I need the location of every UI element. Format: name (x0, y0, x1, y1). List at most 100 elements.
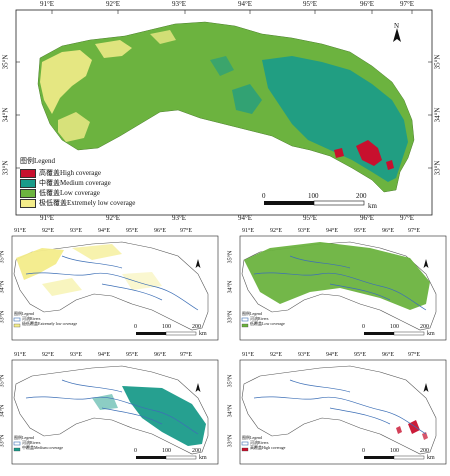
main-legend: 图例Legend 高覆盖High coverage 中覆盖Medium cove… (20, 157, 135, 208)
small-lon-tick: 95°E (354, 228, 367, 234)
small-lon-tick: 91°E (242, 228, 255, 234)
small-lon-tick: 95°E (126, 352, 139, 358)
small-legend-rivers: 河流Rivers (22, 316, 41, 321)
small-lon-tick: 93°E (70, 352, 83, 358)
small-lon-tick: 92°E (270, 352, 283, 358)
small-legend-class: 低覆盖Low coverage (250, 321, 285, 326)
small-region-coverage (122, 386, 206, 446)
small-lon-tick: 92°E (270, 228, 283, 234)
main-lon-tick: 92°E (106, 0, 121, 8)
legend-title: 图例Legend (20, 157, 55, 165)
small-lat-tick: 34°N (0, 280, 6, 294)
small-region-coverage (422, 432, 428, 440)
small-lon-tick: 93°E (298, 352, 311, 358)
small-lon-tick: 92°E (42, 228, 55, 234)
small-lon-tick: 97°E (180, 352, 193, 358)
small-lat-tick: 33°N (227, 310, 234, 324)
small-north-arrow-icon (195, 259, 201, 268)
small-scale-unit: km (427, 331, 435, 337)
main-lon-tick: 93°E (172, 0, 187, 8)
small-north-arrow-icon (195, 383, 201, 392)
small-legend: 图例Legend 河流Rivers 高覆盖High coverage (242, 435, 285, 450)
small-lon-tick: 96°E (382, 228, 395, 234)
small-lon-tick: 94°E (98, 352, 111, 358)
main-lat-tick: 33°N (1, 160, 10, 176)
small-legend: 图例Legend 河流Rivers 中覆盖Medium coverage (14, 435, 63, 450)
small-legend-class: 极低覆盖Extremely low coverage (22, 321, 78, 326)
small-north-arrow-icon (423, 383, 429, 392)
main-scale-bar (264, 200, 365, 206)
main-lon-tick: 91°E (40, 0, 55, 8)
small-lat-tick: 34°N (0, 404, 6, 418)
small-scale-unit: km (199, 455, 207, 461)
main-lon-tick-bottom: 94°E (238, 214, 253, 222)
small-region-coverage (122, 272, 162, 290)
small-lat-tick: 33°N (0, 434, 6, 448)
small-lat-tick: 35°N (0, 250, 6, 264)
small-lat-tick: 33°N (227, 434, 234, 448)
main-lon-tick: 96°E (360, 0, 375, 8)
main-lon-tick-bottom: 93°E (172, 214, 187, 222)
small-lon-tick: 96°E (382, 352, 395, 358)
small-lon-tick: 91°E (14, 228, 27, 234)
small-map-canvas (11, 359, 219, 465)
main-lon-tick-bottom: 91°E (40, 214, 55, 222)
small-lon-tick: 96°E (154, 228, 167, 234)
small-lon-tick: 94°E (326, 228, 339, 234)
small-legend-title: 图例Legend (242, 435, 262, 440)
north-arrow-icon (393, 28, 401, 42)
small-scale-label: 200 (192, 324, 201, 330)
small-legend: 图例Legend 河流Rivers 低覆盖Low coverage (242, 311, 285, 326)
small-lon-tick: 95°E (354, 352, 367, 358)
main-lat-tick: 34°N (1, 107, 10, 123)
legend-item-high: 高覆盖High coverage (20, 168, 135, 178)
main-map-panel: 91°E 92°E 93°E 94°E 95°E 96°E 97°E 91°E … (0, 0, 450, 222)
small-map-canvas (11, 235, 219, 341)
small-map-canvas (239, 359, 447, 465)
small-scale-bar (364, 456, 394, 459)
legend-swatch-high (20, 168, 36, 178)
small-lon-tick: 92°E (42, 352, 55, 358)
legend-swatch-medium (20, 178, 36, 188)
main-region-extremely-low (40, 50, 92, 114)
main-lon-tick: 97°E (400, 0, 415, 8)
small-lon-tick: 94°E (326, 352, 339, 358)
small-scale-label: 200 (420, 448, 429, 454)
small-scale-label: 0 (134, 448, 137, 454)
legend-swatch-low (20, 188, 36, 198)
legend-label: 极低覆盖Extremely low coverage (39, 198, 136, 207)
small-scale-label: 100 (390, 448, 399, 454)
main-lon-tick-bottom: 95°E (303, 214, 318, 222)
legend-label: 低覆盖Low coverage (39, 188, 100, 197)
small-legend-rivers: 河流Rivers (250, 316, 269, 321)
small-scale-label: 0 (362, 448, 365, 454)
main-lat-tick-right: 35°N (433, 54, 442, 70)
small-scale-bar (136, 332, 166, 335)
main-lon-tick-bottom: 92°E (106, 214, 121, 222)
main-lon-tick: 95°E (303, 0, 318, 8)
small-scale-unit: km (427, 455, 435, 461)
small-region-coverage (42, 278, 82, 296)
legend-label: 中覆盖Medium coverage (39, 178, 111, 187)
small-river-lines (25, 379, 199, 435)
small-legend-title: 图例Legend (14, 435, 34, 440)
small-scale-label: 0 (362, 324, 365, 330)
small-map-panel: 91°E 92°E 93°E 94°E 95°E 96°E 97°E 35°N 34°N 33°N… (0, 352, 222, 470)
main-lat-tick-right: 34°N (433, 107, 442, 123)
small-legend-class: 中覆盖Medium coverage (22, 445, 63, 450)
small-lon-tick: 91°E (14, 352, 27, 358)
small-region-coverage (244, 242, 430, 310)
small-region-coverage (396, 426, 402, 434)
small-legend-title: 图例Legend (242, 311, 262, 316)
small-map-canvas (239, 235, 447, 341)
main-lon-tick-bottom: 96°E (360, 214, 375, 222)
small-map-panel: 91°E 92°E 93°E 94°E 95°E 96°E 97°E 35°N 34°N 33°N… (0, 228, 222, 346)
scale-label: 0 (262, 192, 266, 200)
main-lat-tick: 35°N (1, 54, 10, 70)
small-lon-tick: 93°E (298, 228, 311, 234)
small-lat-tick: 35°N (227, 250, 234, 264)
small-scale-label: 200 (420, 324, 429, 330)
small-river-lines (25, 255, 199, 311)
legend-label: 高覆盖High coverage (39, 168, 102, 177)
small-lon-tick: 93°E (70, 228, 83, 234)
